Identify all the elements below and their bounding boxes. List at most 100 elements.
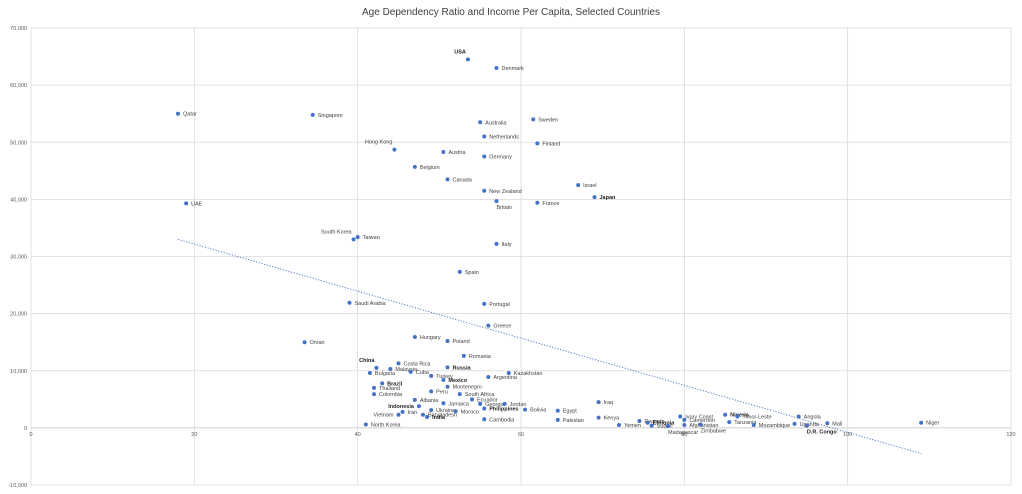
x-tick-label: 40 [355, 432, 361, 438]
data-label: Hong Kong [365, 140, 393, 146]
data-point [441, 149, 446, 154]
y-tick-label: 40,000 [10, 197, 27, 203]
data-label: Oman [310, 340, 325, 346]
data-label: UAE [191, 201, 203, 207]
data-label: Portugal [489, 302, 510, 308]
data-label: Denmark [502, 66, 525, 72]
data-point [470, 397, 474, 402]
data-label: Vietnam [373, 413, 393, 419]
data-label: Georgia [485, 402, 506, 408]
data-label: Rwanda [644, 419, 665, 425]
data-label: Israel [583, 183, 596, 189]
data-label: Mali [832, 421, 842, 427]
data-point [302, 340, 307, 345]
data-point [441, 401, 446, 406]
data-point [482, 134, 487, 139]
data-point [482, 301, 487, 306]
data-point [412, 164, 417, 169]
data-label: Finland [542, 141, 560, 147]
data-label: Greece [493, 324, 511, 330]
data-point [416, 404, 421, 409]
data-label: Tanzania [734, 420, 757, 426]
data-point [429, 408, 434, 413]
data-point [461, 353, 466, 358]
data-label: Romania [469, 354, 492, 360]
y-tick-label: 10,000 [10, 369, 27, 375]
data-point [723, 412, 728, 417]
data-label: Cuba [416, 370, 430, 376]
data-label: Spain [465, 270, 479, 276]
data-point [445, 339, 450, 344]
data-label: Philippines [489, 406, 518, 412]
data-point [482, 188, 487, 193]
data-label: Qatar [183, 112, 197, 118]
data-label: Zimbabwe [701, 428, 726, 434]
data-label: Yemen [624, 423, 641, 429]
data-label: Taiwan [363, 235, 380, 241]
x-tick-label: 60 [518, 432, 524, 438]
data-label: Montenegro [453, 385, 482, 391]
data-point [445, 384, 450, 389]
data-point [796, 414, 801, 419]
data-label: Mozambique [759, 423, 791, 429]
data-point [478, 120, 483, 125]
data-point [396, 361, 401, 366]
data-point [555, 417, 560, 422]
data-label: Albania [420, 398, 439, 404]
data-label: Australia [485, 120, 507, 126]
data-point [372, 385, 376, 390]
data-point [919, 420, 924, 425]
data-point [482, 417, 487, 422]
data-point [523, 407, 528, 412]
data-point [478, 401, 483, 406]
data-point [682, 423, 687, 428]
data-point [666, 424, 670, 429]
data-point [363, 422, 368, 427]
data-label: Costa Rica [404, 361, 432, 367]
data-point [576, 183, 581, 188]
data-label: Cameroon [689, 418, 715, 424]
data-point [396, 412, 401, 417]
y-tick-label: 60,000 [10, 83, 27, 89]
data-label: USA [454, 49, 466, 55]
data-label: Belgium [420, 165, 440, 171]
data-point [374, 365, 379, 370]
data-point [482, 406, 487, 411]
data-label: China [359, 358, 375, 364]
data-point [421, 412, 425, 417]
data-point [698, 422, 703, 427]
data-label: Japan [600, 195, 617, 201]
data-label: Italy [502, 242, 512, 248]
data-label: South Korea [321, 229, 353, 235]
data-point [617, 423, 621, 428]
data-label: Uganda [800, 422, 820, 428]
data-point [412, 397, 417, 402]
data-label: Malaysia [395, 367, 418, 373]
data-label: Ecuador [477, 397, 498, 403]
data-label: Colombia [379, 392, 403, 398]
y-tick-label: -10,000 [8, 483, 27, 489]
x-tick-label: 120 [1006, 432, 1015, 438]
y-tick-label: 70,000 [10, 26, 27, 32]
data-label: D.R. Congo [807, 430, 838, 436]
data-label: Argentina [493, 375, 517, 381]
data-label: Iran [408, 410, 417, 416]
data-point [825, 421, 830, 426]
data-point [727, 420, 732, 425]
data-point [392, 147, 397, 152]
data-point [637, 419, 642, 424]
data-label: France [542, 201, 559, 207]
data-label: Pakistan [563, 418, 584, 424]
data-point [592, 195, 597, 200]
data-point [531, 117, 536, 122]
y-tick-label: 20,000 [10, 312, 27, 318]
data-point [494, 199, 499, 204]
data-label: Kazakhstan [514, 371, 543, 377]
data-point [494, 241, 499, 246]
data-point [412, 335, 417, 340]
data-point [441, 377, 446, 382]
data-label: Peru [436, 389, 448, 395]
data-point [388, 367, 393, 372]
